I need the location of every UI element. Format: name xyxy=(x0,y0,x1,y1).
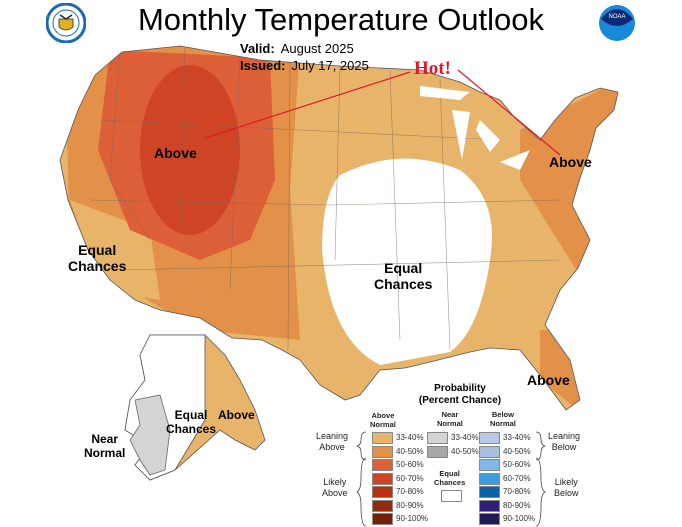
swatch-near-1 xyxy=(427,445,448,458)
swatch-label-below-0: 33-40% xyxy=(503,433,531,442)
valid-value: August 2025 xyxy=(280,41,354,56)
swatch-label-above-2: 50-60% xyxy=(396,460,424,469)
label-equal-central: Equal Chances xyxy=(374,260,433,292)
swatch-label-above-4: 70-80% xyxy=(396,487,424,496)
legend-title: Probability xyxy=(434,383,486,394)
leaning-above-label: Leaning Above xyxy=(316,431,349,452)
svg-text:NOAA: NOAA xyxy=(608,14,625,20)
swatch-below-2 xyxy=(479,459,500,471)
swatch-below-1 xyxy=(479,445,500,458)
label-above-florida: Above xyxy=(527,372,570,388)
valid-date: Valid: August 2025 xyxy=(240,41,354,56)
swatch-above-1 xyxy=(372,445,393,458)
swatch-near-0 xyxy=(427,432,448,444)
swatch-equal-chances xyxy=(441,490,462,502)
swatch-above-5 xyxy=(372,499,393,512)
noaa-logo: NOAA xyxy=(599,5,635,41)
label-equal-alaska: Equal Chances xyxy=(166,408,217,436)
page-title: Monthly Temperature Outlook xyxy=(137,2,545,37)
swatch-label-above-1: 40-50% xyxy=(396,446,424,456)
swatch-label-below-1: 40-50% xyxy=(503,446,531,456)
issued-date: Issued: July 17, 2025 xyxy=(240,58,369,73)
legend: Probability (Percent Chance) Above Normal… xyxy=(310,380,610,527)
swatch-label-above-3: 60-70% xyxy=(396,473,424,483)
col-above: Above Normal xyxy=(370,411,396,429)
issued-value: July 17, 2025 xyxy=(291,58,369,73)
commerce-seal-logo xyxy=(46,3,86,43)
legend-subtitle: (Percent Chance) xyxy=(418,395,502,406)
leaning-below-label: Leaning Below xyxy=(548,431,581,452)
swatch-label-above-6: 90-100% xyxy=(396,514,429,523)
label-near-normal-alaska: Near Normal xyxy=(84,432,126,460)
swatch-label-above-0: 33-40% xyxy=(396,433,424,442)
swatch-above-0 xyxy=(372,432,393,444)
legend-braces xyxy=(356,431,546,527)
swatch-above-4 xyxy=(372,486,393,498)
swatch-above-2 xyxy=(372,459,393,471)
label-above-alaska: Above xyxy=(218,408,255,422)
swatch-above-3 xyxy=(372,472,393,485)
swatch-label-near-0: 33-40% xyxy=(451,433,479,442)
issued-label: Issued: xyxy=(240,58,286,73)
swatch-below-4 xyxy=(479,486,500,498)
swatch-below-6 xyxy=(479,513,500,525)
swatch-below-5 xyxy=(479,499,500,512)
label-above-northeast: Above xyxy=(549,154,592,170)
likely-above-label: Likely Above xyxy=(322,477,348,498)
swatch-label-below-4: 70-80% xyxy=(503,487,531,496)
col-near: Near Normal xyxy=(437,410,463,428)
swatch-label-below-6: 90-100% xyxy=(503,514,536,523)
equal-chances-label: Equal Chances xyxy=(434,469,466,487)
swatch-label-above-5: 80-90% xyxy=(396,500,424,510)
swatch-above-6 xyxy=(372,513,393,525)
swatch-label-below-3: 60-70% xyxy=(503,473,531,483)
valid-label: Valid: xyxy=(240,41,275,56)
col-below: Below Normal xyxy=(490,410,516,428)
swatch-below-0 xyxy=(479,432,500,444)
swatch-label-below-2: 50-60% xyxy=(503,460,531,469)
swatch-label-below-5: 80-90% xyxy=(503,500,531,510)
label-above-northwest: Above xyxy=(154,145,197,161)
swatch-label-near-1: 40-50% xyxy=(451,446,479,456)
label-equal-west: Equal Chances xyxy=(68,242,127,274)
hot-annotation: Hot! xyxy=(414,58,451,79)
swatch-below-3 xyxy=(479,472,500,485)
likely-below-label: Likely Below xyxy=(554,477,579,498)
